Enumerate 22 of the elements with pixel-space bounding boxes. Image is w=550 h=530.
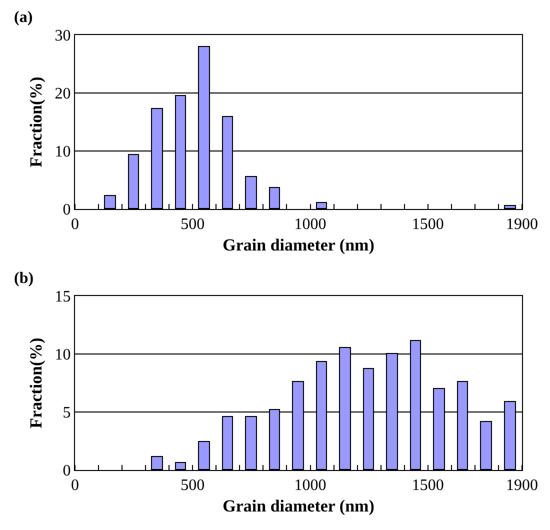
y-tick-label: 5 [62, 404, 71, 422]
y-tick-label: 0 [62, 462, 71, 480]
x-tick-label: 1000 [294, 216, 326, 234]
x-tick-label: 1900 [506, 477, 538, 494]
y-tick-label: 30 [54, 28, 71, 45]
y-axis-title: Fraction(%) [26, 338, 46, 428]
y-tick-label: 10 [54, 144, 71, 161]
y-tick-label: 10 [54, 346, 71, 364]
y-tick-label: 20 [54, 86, 71, 103]
x-tick-label: 1500 [412, 216, 444, 234]
chart-title: (a) [14, 9, 33, 26]
x-tick-label: 1500 [412, 477, 444, 494]
y-axis-title: Fraction(%) [26, 76, 46, 168]
y-tick-label: 15 [54, 288, 71, 306]
x-tick-label: 1900 [506, 216, 538, 234]
x-tick-label: 1000 [294, 477, 326, 494]
chart-title: (b) [14, 270, 34, 287]
y-tick-label: 0 [62, 202, 71, 219]
x-tick-label: 500 [180, 216, 205, 234]
x-axis-title: Grain diameter (nm) [222, 496, 374, 516]
x-axis-title: Grain diameter (nm) [222, 236, 374, 255]
x-tick-label: 500 [180, 477, 205, 494]
